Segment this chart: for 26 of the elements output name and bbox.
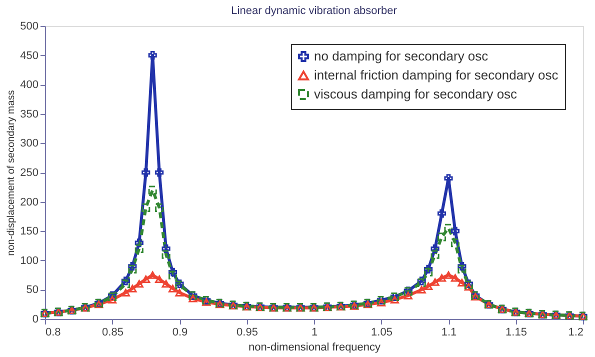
y-tick-label: 450 <box>20 50 38 62</box>
y-tick-label: 350 <box>20 108 38 120</box>
y-tick-label: 300 <box>20 138 38 150</box>
legend-label: viscous damping for secondary osc <box>314 86 518 102</box>
legend-label: internal friction damping for secondary osc <box>314 68 559 82</box>
x-tick-label: 1.15 <box>506 326 527 338</box>
y-tick-label: 400 <box>20 79 38 92</box>
y-tick-label: 500 <box>20 20 38 32</box>
x-tick-label: 0.95 <box>236 326 258 338</box>
x-tick-label: 0.8 <box>46 326 61 338</box>
y-tick-label: 0 <box>32 314 38 326</box>
y-tick-label: 150 <box>20 226 38 238</box>
y-tick-label: 250 <box>20 167 38 179</box>
x-tick-label: 0.9 <box>172 326 188 338</box>
y-tick-label: 50 <box>26 284 38 296</box>
chart-title: Linear dynamic vibration absorber <box>231 5 398 17</box>
y-axis-title: non-displacement of secondary mass <box>6 90 18 256</box>
x-tick-label: 0.85 <box>102 326 124 338</box>
x-tick-label: 1 <box>311 326 318 338</box>
x-tick-label: 1.1 <box>441 326 457 338</box>
y-tick-label: 200 <box>20 196 38 208</box>
x-tick-label: 1.2 <box>568 326 584 338</box>
legend-label: no damping for secondary osc <box>314 48 489 64</box>
x-axis-title: non-dimensional frequency <box>248 342 382 354</box>
y-tick-label: 100 <box>20 254 38 267</box>
x-tick-label: 1.05 <box>371 326 392 338</box>
